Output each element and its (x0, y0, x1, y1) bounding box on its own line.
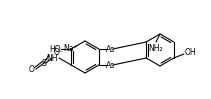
Text: OH: OH (185, 48, 197, 57)
Text: As: As (106, 60, 115, 69)
Text: O⁻: O⁻ (54, 48, 64, 57)
Text: Na⁺: Na⁺ (63, 43, 78, 52)
Text: NH: NH (46, 53, 58, 62)
Text: O: O (29, 66, 35, 75)
Text: S: S (42, 59, 46, 68)
Text: NH₂: NH₂ (149, 43, 163, 52)
Text: As: As (106, 44, 115, 53)
Text: HO: HO (49, 44, 61, 53)
